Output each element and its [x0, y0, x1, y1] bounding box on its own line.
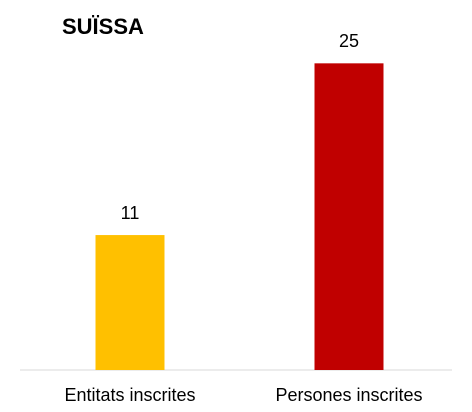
- x-tick-label: Persones inscrites: [275, 385, 422, 405]
- x-tick-label: Entitats inscrites: [64, 385, 195, 405]
- chart-title: SUÏSSA: [62, 14, 144, 39]
- bar: [95, 235, 165, 370]
- value-label: 25: [339, 31, 359, 51]
- bar: [314, 63, 384, 370]
- value-label: 11: [121, 203, 140, 223]
